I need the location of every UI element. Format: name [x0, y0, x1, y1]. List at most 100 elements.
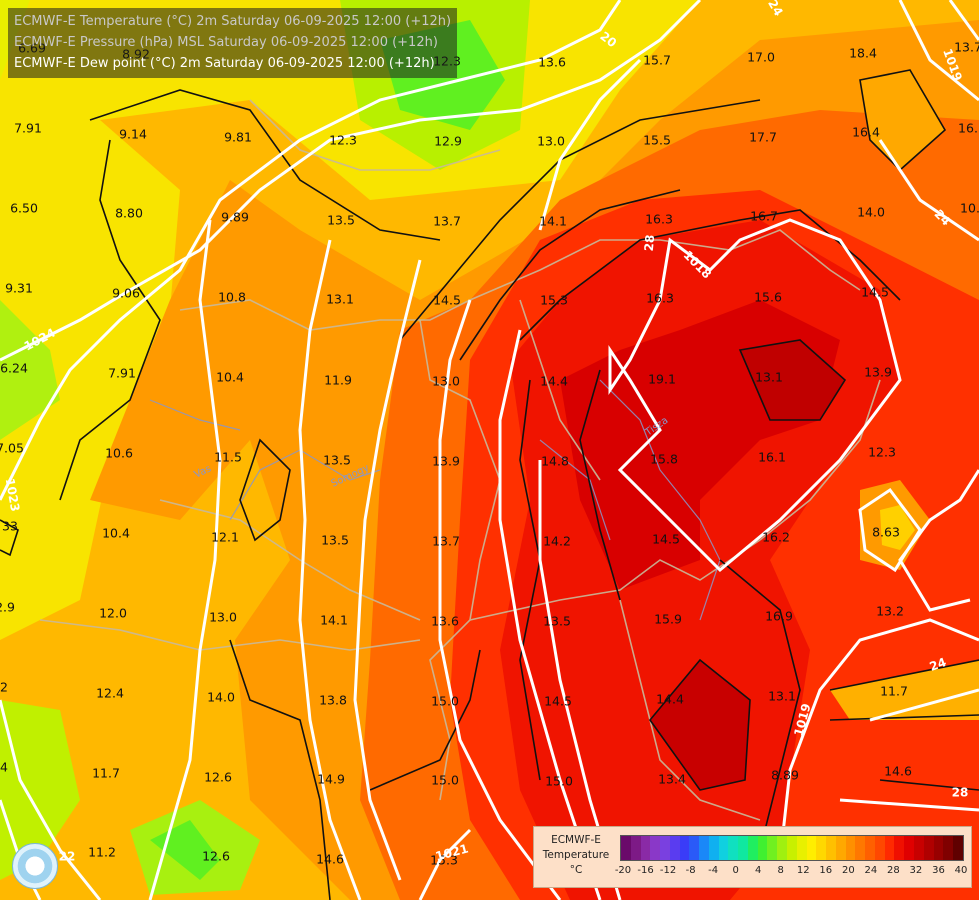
dewpoint-value: 2.9: [0, 600, 15, 615]
legend-tick-label: 24: [864, 865, 878, 876]
dewpoint-value: 15.9: [654, 612, 682, 627]
dewpoint-value: 13.1: [768, 689, 796, 704]
legend-swatch: [874, 836, 885, 860]
legend-swatch: [757, 836, 768, 860]
dewpoint-value: 14.5: [544, 694, 572, 709]
dewpoint-value: 16.9: [765, 609, 793, 624]
legend-swatch: [787, 836, 797, 860]
dewpoint-value: 12.6: [204, 770, 232, 785]
dewpoint-value: 13.6: [538, 55, 566, 70]
dewpoint-value: 14.4: [540, 374, 568, 389]
dewpoint-value: 12.3: [329, 133, 357, 148]
legend-swatch: [845, 836, 856, 860]
dewpoint-value: 16.4: [852, 125, 880, 140]
legend-tick-label: -12: [659, 865, 677, 876]
legend-swatch: [660, 836, 670, 860]
dewpoint-value: 13.4: [658, 772, 686, 787]
dewpoint-value: 12.9: [434, 134, 462, 149]
dewpoint-value: 8.80: [115, 206, 143, 221]
legend-swatch: [738, 836, 748, 860]
dewpoint-value: 14.4: [656, 692, 684, 707]
legend-swatch: [699, 836, 709, 860]
dewpoint-value: 10.6: [105, 446, 133, 461]
dewpoint-value: 9.06: [112, 286, 140, 301]
dewpoint-value: 15.3: [540, 293, 568, 308]
legend-tick-label: 4: [755, 865, 762, 876]
dewpoint-value: 9.89: [221, 210, 249, 225]
dewpoint-value: 16.3: [646, 291, 674, 306]
dewpoint-value: 11.9: [324, 373, 352, 388]
rivers: [149, 379, 721, 621]
isotherm-label: 28: [642, 234, 657, 252]
band-38a: [740, 340, 845, 420]
dewpoint-value: 14.6: [316, 852, 344, 867]
dewpoint-value: 33: [2, 519, 18, 534]
dewpoint-value: 15.6: [754, 290, 782, 305]
dewpoint-value: 11.2: [88, 845, 116, 860]
legend-tick-label: 12: [796, 865, 810, 876]
dewpoint-value: 9.81: [224, 130, 252, 145]
dewpoint-value: 14.5: [433, 293, 461, 308]
dewpoint-value: 11.5: [214, 450, 242, 465]
dewpoint-value: 14.8: [541, 454, 569, 469]
dewpoint-value: 13.5: [321, 533, 349, 548]
dewpoint-value: 12.1: [211, 530, 239, 545]
dewpoint-value: 13.5: [327, 213, 355, 228]
dewpoint-value: 12.4: [96, 686, 124, 701]
legend-swatch: [767, 836, 778, 860]
legend-color-bar: [620, 835, 964, 861]
legend-swatch: [884, 836, 895, 860]
legend-swatch: [796, 836, 807, 860]
dewpoint-value: 9.31: [5, 281, 33, 296]
legend-swatch: [835, 836, 846, 860]
dewpoint-value: 13.1: [326, 292, 354, 307]
dewpoint-value: 15.7: [643, 53, 671, 68]
legend-swatch: [650, 836, 661, 860]
band-green-sw: [0, 700, 80, 880]
dewpoint-value: 13.0: [537, 134, 565, 149]
legend-tick-label: 20: [841, 865, 855, 876]
dewpoint-value: 14.9: [317, 772, 345, 787]
dewpoint-value: 16.: [958, 121, 978, 136]
legend-swatch: [669, 836, 680, 860]
dewpoint-value: 15.3: [430, 853, 458, 868]
band-38b: [650, 660, 750, 790]
legend-swatch: [953, 836, 963, 860]
dewpoint-value: 19.1: [648, 372, 676, 387]
dewpoint-value: 15.0: [431, 694, 459, 709]
dewpoint-value: 14.5: [652, 532, 680, 547]
legend-swatch: [777, 836, 788, 860]
legend-swatch: [855, 836, 866, 860]
legend-swatch: [865, 836, 875, 860]
dewpoint-value: 11.7: [92, 766, 120, 781]
legend-tick-label: 32: [909, 865, 923, 876]
dewpoint-value: 13.7: [432, 534, 460, 549]
isobar-label: 1023: [3, 477, 23, 512]
band-se-pocket: [830, 660, 979, 720]
dewpoint-value: 7.91: [14, 121, 42, 136]
isotherm-label: 28: [952, 786, 969, 800]
dewpoint-value: 7.05: [0, 441, 24, 456]
legend-swatch: [943, 836, 954, 860]
dewpoint-value: 18.4: [849, 46, 877, 61]
legend-tick-label: 28: [887, 865, 900, 876]
dewpoint-value: 10.4: [216, 370, 244, 385]
dewpoint-value: 15.5: [643, 133, 671, 148]
legend-tick-label: -4: [708, 865, 719, 876]
legend-swatch: [904, 836, 914, 860]
legend-ticks: -20 -16 -12 -8 -4 0 4 8 12 16 20 24 28 32 36 40: [615, 865, 968, 881]
legend-unit: °C: [569, 864, 583, 876]
dewpoint-value: 11.7: [880, 684, 908, 699]
header-pressure-line: ECMWF-E Pressure (hPa) MSL Saturday 06-0…: [14, 35, 438, 50]
dewpoint-value: 8.89: [771, 768, 799, 783]
color-legend: ECMWF-E Temperature °C -20 -16 -12 -8 -4 0 4 8 1…: [533, 826, 972, 888]
legend-swatch: [689, 836, 700, 860]
legend-swatch: [826, 836, 836, 860]
dewpoint-value: 9.14: [119, 127, 147, 142]
legend-tick-label: 0: [732, 865, 739, 876]
legend-swatch: [718, 836, 729, 860]
dewpoint-value: 7.91: [108, 366, 136, 381]
dewpoint-value: 13.6: [431, 614, 459, 629]
